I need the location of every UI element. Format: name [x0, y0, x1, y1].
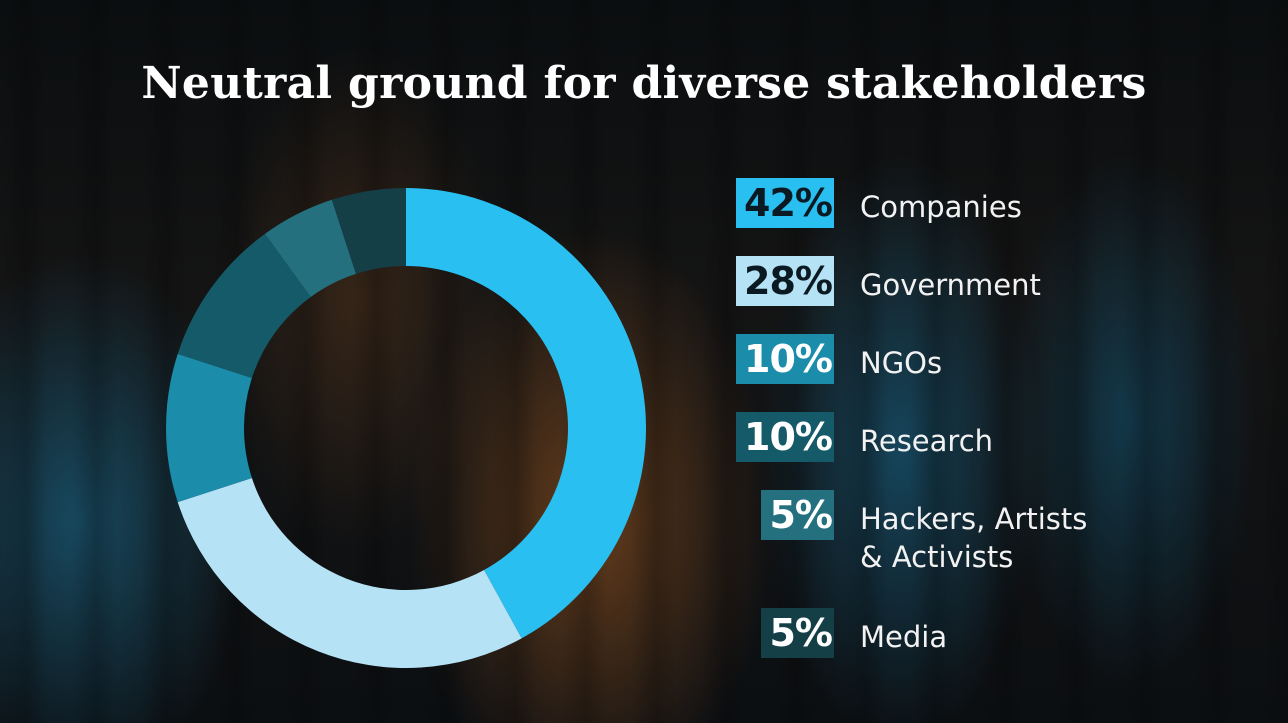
legend-value-research: 10%: [736, 412, 834, 462]
donut-slice-government: [177, 478, 522, 668]
legend-label-companies: Companies: [860, 190, 1022, 224]
legend-value-companies: 42%: [736, 178, 834, 228]
legend-item-companies: 42% Companies: [720, 178, 1240, 230]
legend-item-media: 5% Media: [720, 608, 1240, 660]
slide-title: Neutral ground for diverse stakeholders: [141, 58, 1147, 109]
legend-label-ngos: NGOs: [860, 346, 943, 380]
legend-label-hackers-artists-activists: Hackers, Artists & Activists: [860, 502, 1088, 574]
donut-slice-media: [331, 188, 406, 274]
legend-item-ngos: 10% NGOs: [720, 334, 1240, 386]
legend-value-ngos: 10%: [736, 334, 834, 384]
donut-slice-ngos: [166, 353, 252, 503]
donut-chart: [166, 188, 646, 668]
donut-slice-hackers-artists-activists: [264, 199, 356, 297]
legend-label-government: Government: [860, 268, 1041, 302]
legend-item-government: 28% Government: [720, 256, 1240, 308]
legend-value-media: 5%: [761, 608, 834, 658]
donut-slice-research: [177, 233, 311, 378]
legend-value-hackers-artists-activists: 5%: [761, 490, 834, 540]
legend-label-media: Media: [860, 620, 948, 654]
legend-item-research: 10% Research: [720, 412, 1240, 464]
legend-item-hackers-artists-activists: 5% Hackers, Artists & Activists: [720, 490, 1240, 574]
donut-slice-companies: [406, 188, 646, 639]
legend-value-government: 28%: [736, 256, 834, 306]
legend-label-research: Research: [860, 424, 994, 458]
